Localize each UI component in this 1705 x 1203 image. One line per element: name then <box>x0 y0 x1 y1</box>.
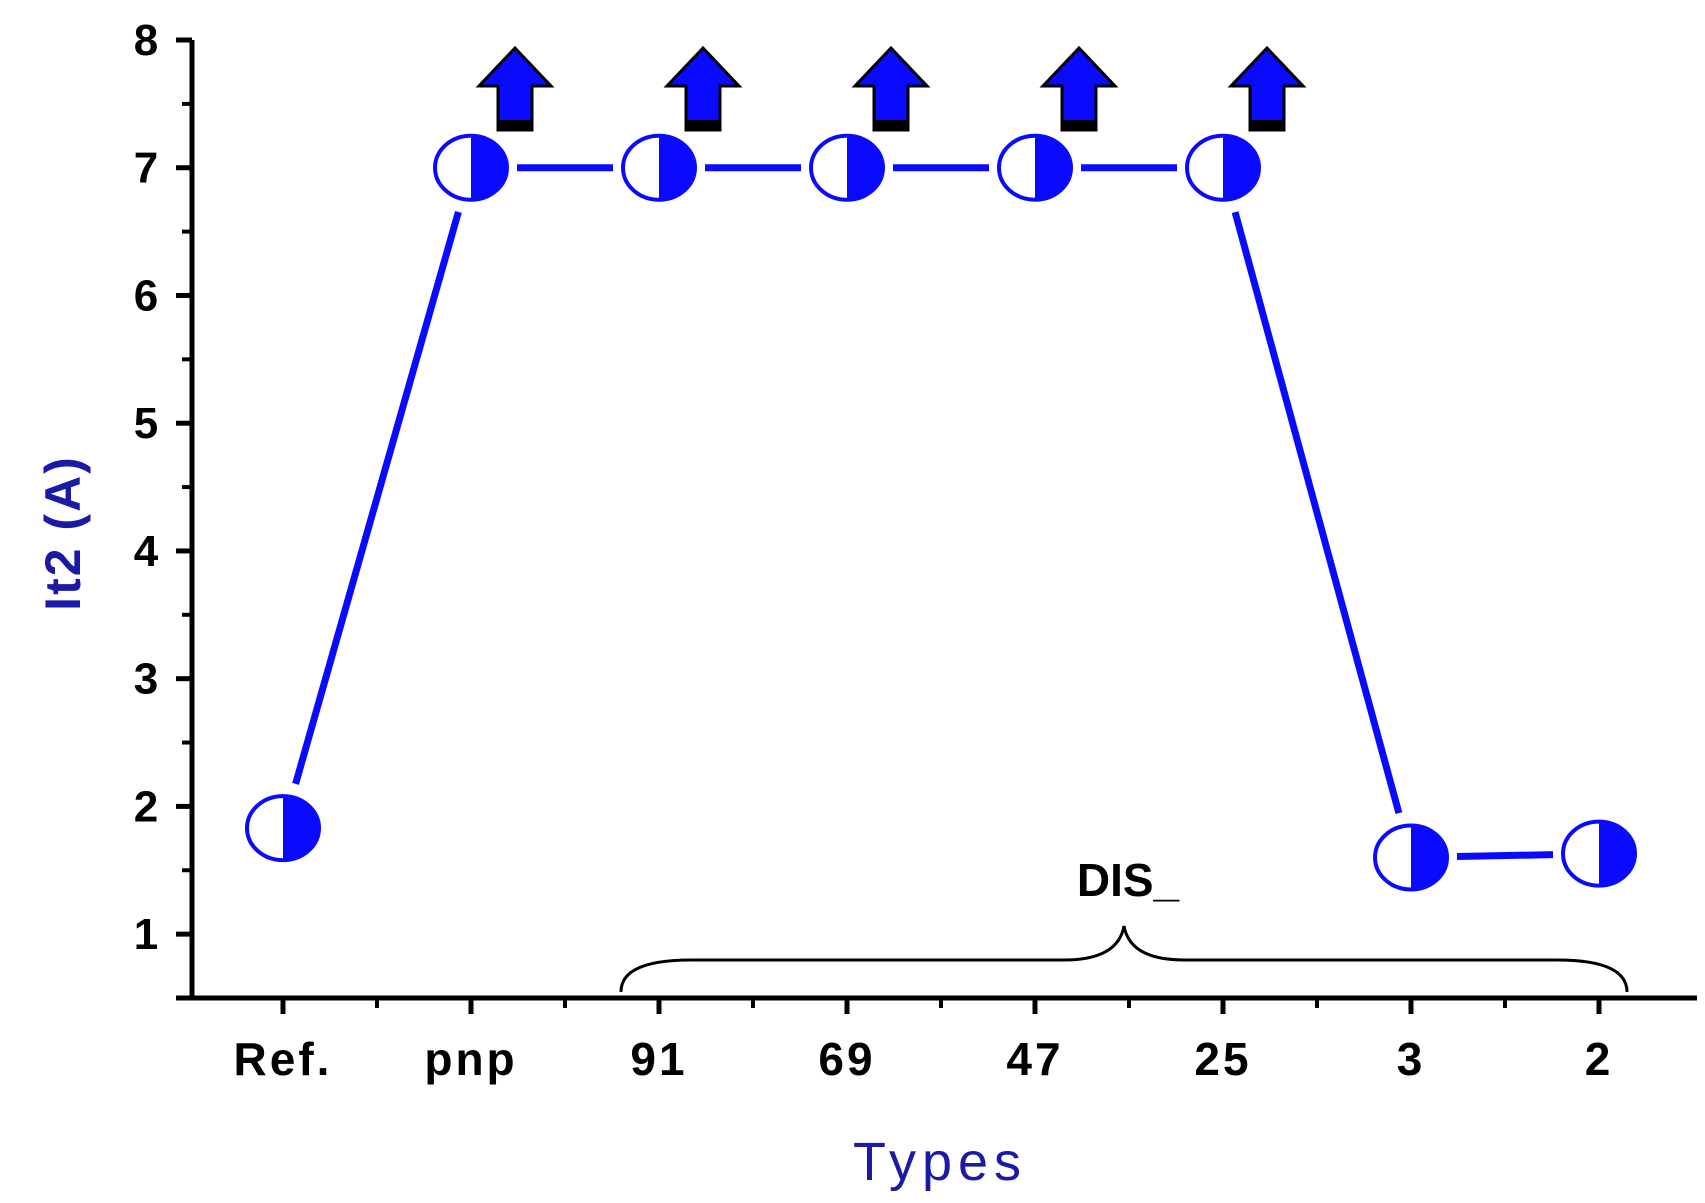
up-arrow-icon <box>1039 45 1119 132</box>
y-tick-label: 7 <box>134 144 158 193</box>
x-tick-label: 47 <box>1006 1033 1063 1085</box>
y-axis-title: It2 (A) <box>35 455 91 611</box>
x-tick-label: 69 <box>818 1033 875 1085</box>
up-arrow-icon <box>663 45 743 132</box>
y-tick-label: 8 <box>134 16 158 65</box>
y-tick-label: 1 <box>134 910 158 959</box>
lower-bound-arrows <box>475 45 1307 132</box>
y-tick-label: 4 <box>134 527 159 576</box>
x-tick-label: 91 <box>630 1033 687 1085</box>
series-line-segments <box>292 164 1554 861</box>
series-line-segment <box>1231 211 1403 815</box>
series-line-segment <box>1456 851 1554 861</box>
annotation-label: DIS_ <box>1077 854 1180 906</box>
data-point-marker <box>809 133 885 202</box>
y-ticks: 1 2 3 4 5 6 7 8 <box>134 16 192 1000</box>
data-point-marker <box>433 133 509 202</box>
data-point-marker <box>1185 133 1261 202</box>
y-tick-label: 3 <box>134 655 158 704</box>
x-tick-label: pnp <box>424 1033 517 1085</box>
x-tick-label: 25 <box>1194 1033 1251 1085</box>
annotation-brace <box>619 925 1629 993</box>
series-markers <box>245 133 1637 892</box>
x-tick-label: 3 <box>1397 1033 1426 1085</box>
data-point-marker <box>621 133 697 202</box>
up-arrow-icon <box>1227 45 1307 132</box>
axes <box>176 40 1697 1001</box>
y-tick-label: 6 <box>134 271 158 320</box>
y-tick-label: 5 <box>134 399 158 448</box>
data-point-marker <box>1561 819 1637 888</box>
up-arrow-icon <box>475 45 555 132</box>
up-arrow-icon <box>851 45 931 132</box>
x-axis-title: Types <box>853 1132 1027 1192</box>
x-tick-label: Ref. <box>234 1033 333 1085</box>
data-point-marker <box>1373 823 1449 892</box>
y-tick-label: 2 <box>134 782 158 831</box>
data-point-marker <box>997 133 1073 202</box>
x-tick-label: 2 <box>1585 1033 1614 1085</box>
series-line-segment <box>292 211 462 785</box>
data-point-marker <box>245 794 321 863</box>
x-ticks: Ref. pnp 91 69 47 25 3 2 <box>234 998 1614 1085</box>
annotation-brace-group <box>619 925 1629 993</box>
